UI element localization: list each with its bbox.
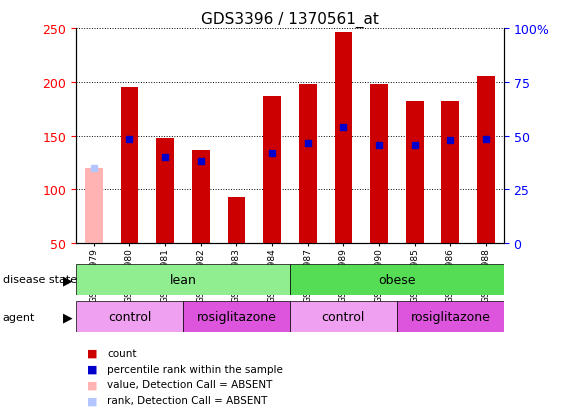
Text: ■: ■ [87, 395, 98, 405]
Text: disease state: disease state [3, 275, 77, 285]
Bar [76, 264, 290, 295]
Text: obese: obese [378, 273, 415, 286]
Bar [227, 197, 245, 244]
Bar [183, 301, 290, 332]
Text: ▶: ▶ [62, 311, 73, 323]
Text: lean: lean [169, 273, 196, 286]
Text: control: control [321, 311, 365, 323]
Text: ■: ■ [87, 380, 98, 389]
Bar [85, 169, 103, 244]
Bar [76, 301, 183, 332]
Text: count: count [107, 348, 136, 358]
Text: percentile rank within the sample: percentile rank within the sample [107, 364, 283, 374]
Bar [263, 97, 281, 244]
Text: rank, Detection Call = ABSENT: rank, Detection Call = ABSENT [107, 395, 267, 405]
Text: rosiglitazone: rosiglitazone [196, 311, 276, 323]
Text: agent: agent [3, 312, 35, 322]
Bar [441, 102, 459, 244]
Text: value, Detection Call = ABSENT: value, Detection Call = ABSENT [107, 380, 272, 389]
Text: ▶: ▶ [62, 273, 73, 286]
Bar [290, 264, 504, 295]
Text: ■: ■ [87, 348, 98, 358]
Text: rosiglitazone: rosiglitazone [410, 311, 490, 323]
Bar [397, 301, 504, 332]
Text: control: control [108, 311, 151, 323]
Bar [192, 150, 210, 244]
Bar [334, 33, 352, 244]
Bar [477, 77, 495, 244]
Title: GDS3396 / 1370561_at: GDS3396 / 1370561_at [201, 12, 379, 28]
Bar [299, 85, 316, 244]
Bar [370, 85, 388, 244]
Bar [120, 88, 138, 244]
Bar [406, 102, 423, 244]
Bar [290, 301, 397, 332]
Bar [157, 138, 174, 244]
Text: ■: ■ [87, 364, 98, 374]
